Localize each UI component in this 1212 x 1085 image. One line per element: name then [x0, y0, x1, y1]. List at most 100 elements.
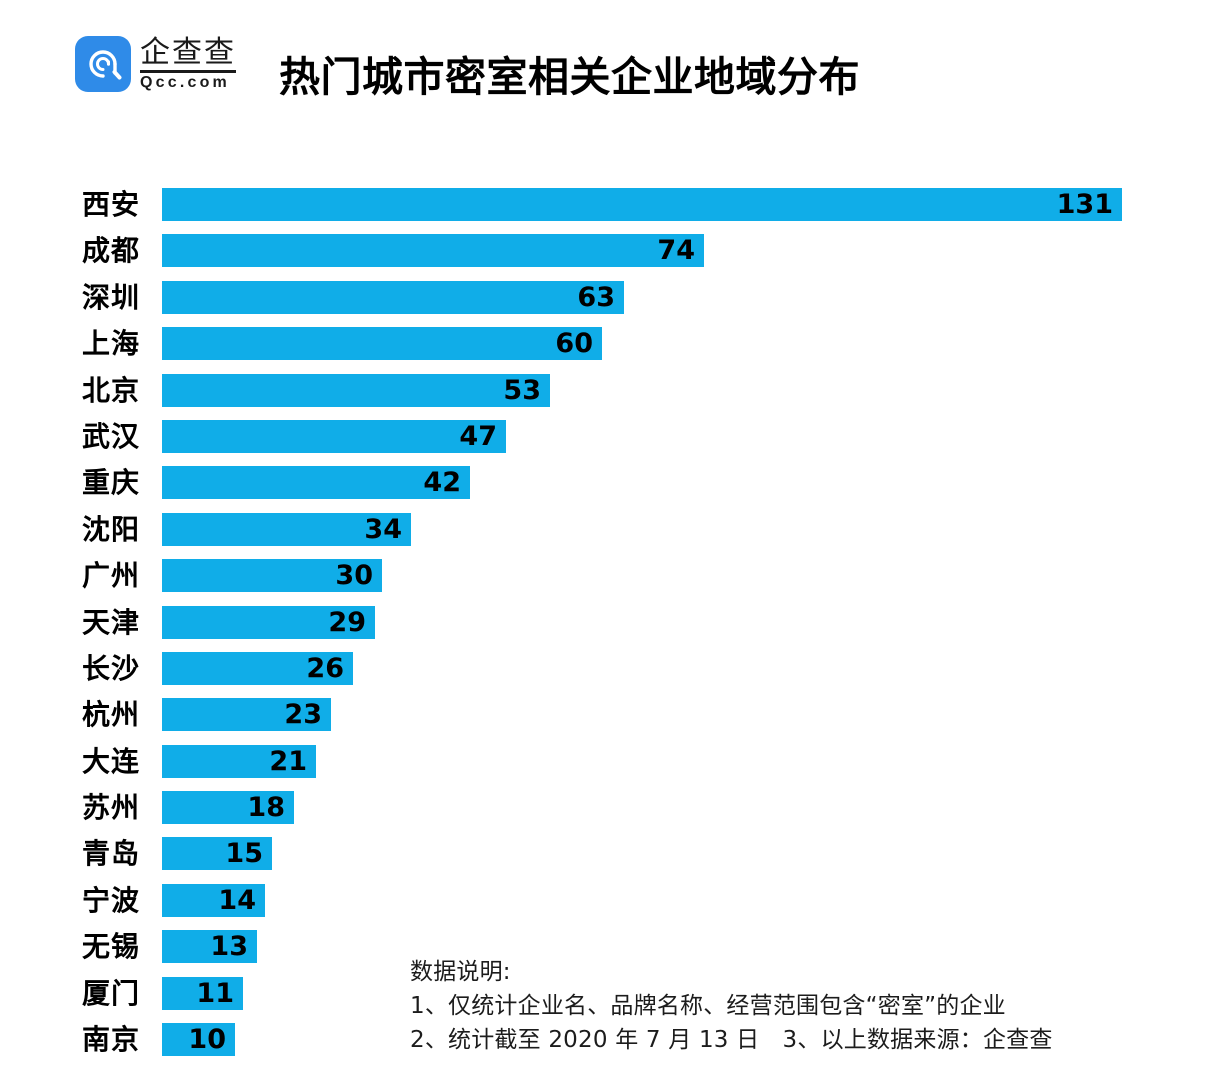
bar-track: 13 — [162, 930, 257, 964]
bar-value-label: 13 — [210, 931, 248, 963]
bar[interactable]: 14 — [162, 883, 265, 917]
bar[interactable]: 18 — [162, 791, 294, 825]
chart-row: 厦门 11 — [0, 976, 1212, 1023]
qcc-logo-icon — [75, 36, 131, 92]
bar-value-label: 131 — [1056, 189, 1113, 220]
bar-track: 74 — [162, 234, 704, 268]
bar[interactable]: 10 — [162, 1023, 235, 1057]
bar-track: 63 — [162, 280, 624, 314]
chart-row: 广州 30 — [0, 559, 1212, 605]
bar-track: 131 — [162, 188, 1122, 221]
bar[interactable]: 21 — [162, 744, 316, 778]
bar[interactable]: 131 — [162, 188, 1122, 221]
category-label: 苏州 — [81, 791, 140, 825]
brand-name-cn: 企查查 — [140, 35, 236, 71]
chart-row: 天津 29 — [0, 605, 1212, 652]
bar[interactable]: 53 — [162, 373, 550, 407]
bar[interactable]: 34 — [162, 512, 411, 546]
bar-track: 26 — [162, 651, 353, 685]
category-label: 厦门 — [81, 976, 140, 1010]
category-label: 广州 — [81, 559, 140, 593]
bar-track: 60 — [162, 327, 602, 361]
bar-value-label: 11 — [196, 977, 234, 1009]
brand-name-en: Qcc.com — [140, 73, 230, 91]
bar-value-label: 18 — [247, 792, 285, 824]
chart-row: 宁波 14 — [0, 883, 1212, 930]
bar[interactable]: 26 — [162, 651, 353, 685]
bar-track: 34 — [162, 512, 411, 546]
chart-row: 重庆 42 — [0, 466, 1212, 512]
bar-track: 47 — [162, 419, 506, 453]
bar-value-label: 30 — [335, 560, 373, 592]
bar[interactable]: 13 — [162, 930, 257, 964]
category-label: 天津 — [81, 605, 140, 639]
footnote-item-1: 1、仅统计企业名、品牌名称、经营范围包含“密室”的企业 — [410, 993, 1006, 1020]
chart-row: 杭州 23 — [0, 698, 1212, 744]
footnote-heading: 数据说明: — [410, 959, 511, 985]
bar-value-label: 63 — [577, 281, 615, 313]
chart-row: 成都 74 — [0, 234, 1212, 280]
bar[interactable]: 74 — [162, 234, 704, 268]
chart-row: 武汉 47 — [0, 419, 1212, 466]
chart-row: 西安 131 — [0, 188, 1212, 234]
chart-row: 青岛 15 — [0, 837, 1212, 883]
bar-value-label: 42 — [423, 467, 461, 499]
chart-row: 南京 10 — [0, 1023, 1212, 1069]
chart-row: 沈阳 34 — [0, 512, 1212, 559]
bar-value-label: 74 — [657, 235, 695, 267]
bar-track: 30 — [162, 559, 382, 593]
bar-track: 29 — [162, 605, 375, 639]
brand-wordmark: 企查查 Qcc.com — [140, 36, 236, 92]
page-header: 企查查 Qcc.com 热门城市密室相关企业地域分布 — [0, 0, 1212, 140]
bar-value-label: 26 — [306, 652, 344, 684]
bar[interactable]: 60 — [162, 327, 602, 361]
bar-track: 21 — [162, 744, 316, 778]
bar-value-label: 23 — [284, 699, 322, 731]
bar[interactable]: 42 — [162, 466, 470, 500]
bar-value-label: 21 — [269, 745, 307, 777]
bar-value-label: 34 — [364, 513, 402, 545]
category-label: 南京 — [81, 1023, 140, 1057]
footnote-item-2: 2、统计截至 2020 年 7 月 13 日 3、以上数据来源：企查查 — [410, 1027, 1053, 1054]
brand-divider — [140, 69, 236, 73]
chart-row: 苏州 18 — [0, 791, 1212, 837]
bar-value-label: 47 — [459, 420, 497, 452]
category-label: 青岛 — [81, 837, 140, 871]
category-label: 上海 — [81, 327, 140, 361]
bar[interactable]: 11 — [162, 976, 243, 1010]
bar[interactable]: 63 — [162, 280, 624, 314]
chart-row: 无锡 13 — [0, 930, 1212, 976]
category-label: 宁波 — [81, 883, 140, 917]
category-label: 长沙 — [81, 651, 140, 685]
bar[interactable]: 15 — [162, 837, 272, 871]
bar-value-label: 14 — [218, 884, 256, 916]
bar-track: 14 — [162, 883, 265, 917]
bar-value-label: 29 — [328, 606, 366, 638]
category-label: 重庆 — [81, 466, 140, 500]
category-label: 北京 — [81, 373, 140, 407]
bar[interactable]: 23 — [162, 698, 331, 732]
chart-row: 上海 60 — [0, 327, 1212, 373]
category-label: 大连 — [81, 744, 140, 778]
bar-track: 11 — [162, 976, 243, 1010]
category-label: 深圳 — [81, 280, 140, 314]
page-title: 热门城市密室相关企业地域分布 — [279, 53, 860, 101]
category-label: 武汉 — [81, 419, 140, 453]
bar[interactable]: 47 — [162, 419, 506, 453]
bar[interactable]: 29 — [162, 605, 375, 639]
bar-value-label: 15 — [225, 838, 263, 870]
chart-row: 长沙 26 — [0, 651, 1212, 698]
bar-value-label: 10 — [188, 1024, 226, 1056]
bar[interactable]: 30 — [162, 559, 382, 593]
brand-logo: 企查查 Qcc.com — [75, 36, 236, 92]
footnote-block: 数据说明: 1、仅统计企业名、品牌名称、经营范围包含“密室”的企业 2、统计截至… — [410, 955, 1210, 1057]
bar-track: 42 — [162, 466, 470, 500]
bar-track: 53 — [162, 373, 550, 407]
category-label: 成都 — [81, 234, 140, 268]
category-label: 西安 — [81, 188, 140, 221]
chart-row: 北京 53 — [0, 373, 1212, 420]
bar-value-label: 60 — [555, 328, 593, 360]
category-label: 杭州 — [81, 698, 140, 732]
category-label: 无锡 — [81, 930, 140, 964]
